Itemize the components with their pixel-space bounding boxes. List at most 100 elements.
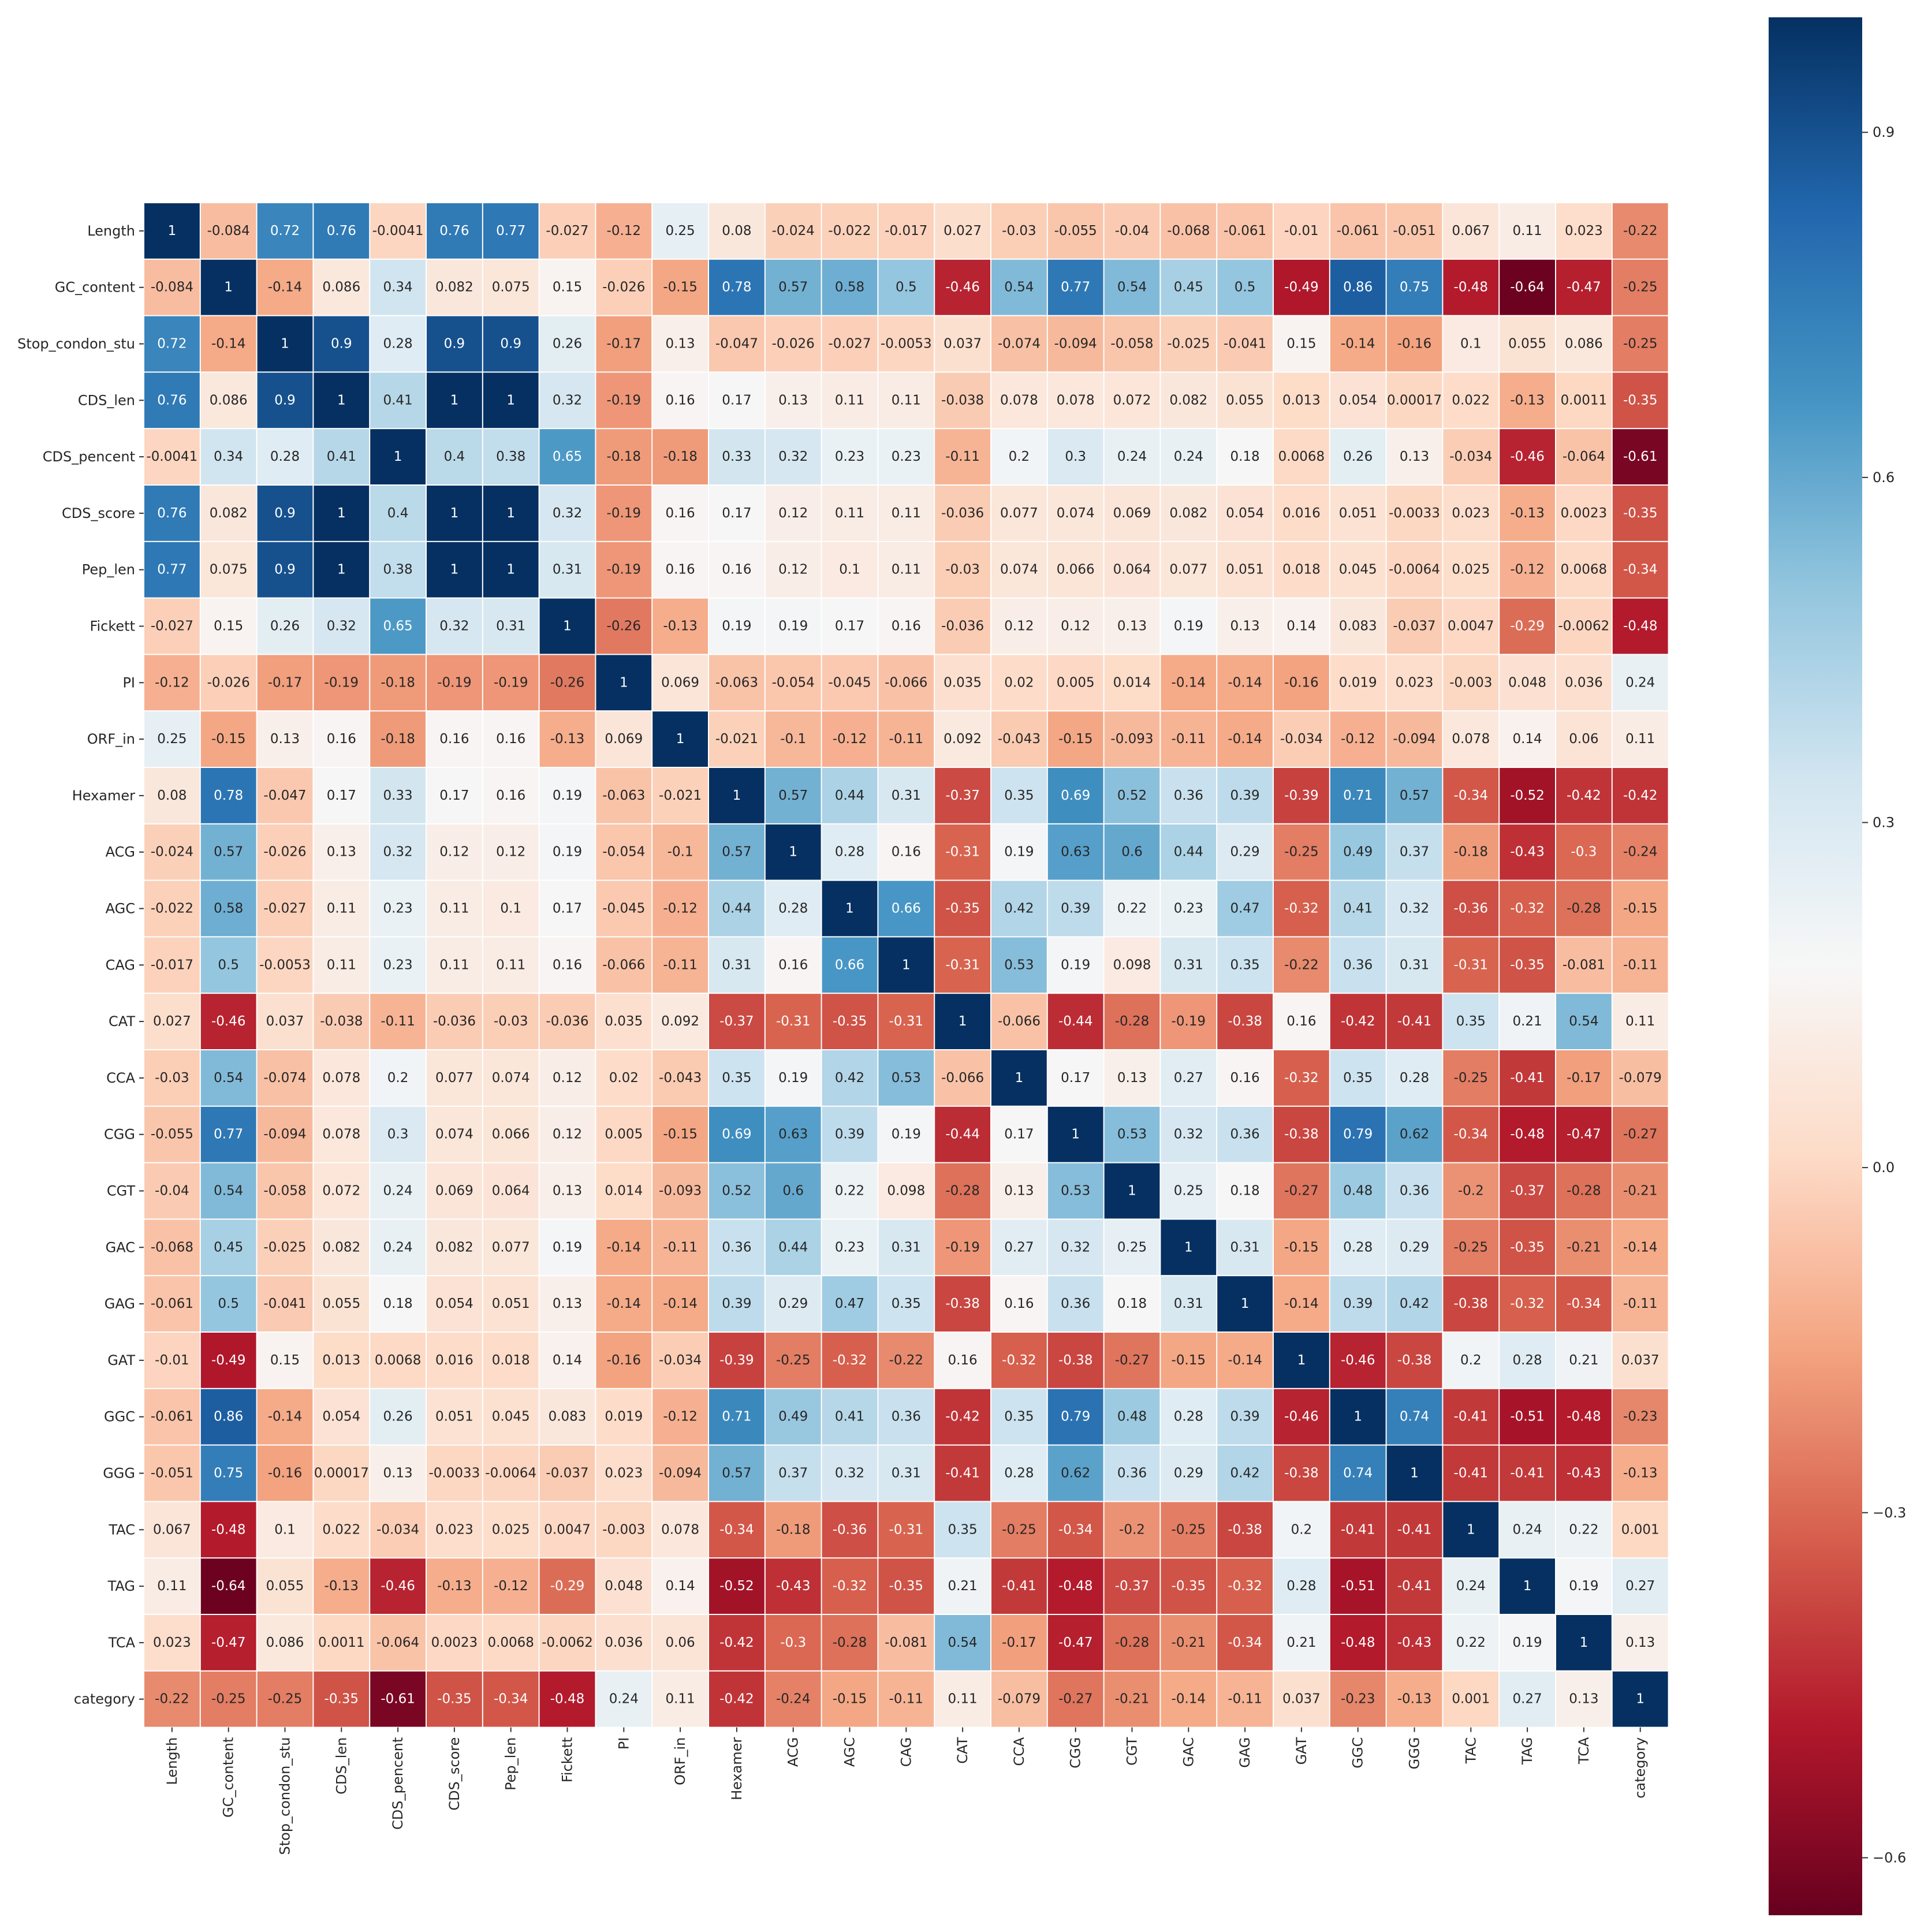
cell-fickett-pi bbox=[596, 598, 652, 654]
cell-tca-ggc-value: -0.48 bbox=[1341, 1635, 1375, 1650]
cell-acg-gc-content-value: 0.57 bbox=[214, 845, 243, 860]
cell-cat-hexamer-value: -0.37 bbox=[719, 1014, 754, 1029]
cell-gc-content-gag-value: 0.5 bbox=[1235, 280, 1256, 295]
cell-ggc-category-value: -0.23 bbox=[1623, 1409, 1658, 1424]
cell-cca-tag-value: -0.41 bbox=[1510, 1071, 1545, 1086]
cell-fickett-cds-score bbox=[427, 598, 482, 654]
cell-ggg-tca bbox=[1556, 1445, 1612, 1501]
x-label-tag: TAG bbox=[1519, 1737, 1535, 1765]
cell-cds-len-cds-pencent-value: 0.41 bbox=[383, 393, 412, 408]
cell-pi-cgg-value: 0.005 bbox=[1057, 675, 1095, 690]
cell-length-tca-value: 0.023 bbox=[1565, 223, 1603, 238]
cell-cat-cgt-value: -0.28 bbox=[1115, 1014, 1150, 1029]
cell-gag-cgg-value: 0.36 bbox=[1061, 1296, 1090, 1311]
cell-agc-cca bbox=[991, 881, 1047, 937]
cell-cds-pencent-cgg-value: 0.3 bbox=[1065, 449, 1086, 464]
cell-gag-hexamer-value: 0.39 bbox=[722, 1296, 751, 1311]
y-label-cds-len: CDS_len bbox=[78, 392, 135, 408]
cell-cds-len-hexamer bbox=[709, 372, 765, 428]
cell-ggg-cds-pencent bbox=[370, 1445, 426, 1501]
cell-cds-score-cds-score-value: 1 bbox=[450, 506, 459, 521]
cell-stop-condon-stu-gac-value: -0.025 bbox=[1167, 337, 1210, 352]
cell-category-length bbox=[144, 1671, 200, 1727]
cell-cgg-ggc bbox=[1330, 1106, 1386, 1162]
cell-pi-tac-value: -0.003 bbox=[1449, 675, 1492, 690]
cell-stop-condon-stu-ggg bbox=[1386, 316, 1442, 372]
cell-hexamer-hexamer-value: 1 bbox=[733, 788, 741, 803]
cell-ggc-stop-condon-stu bbox=[257, 1389, 313, 1445]
cell-tac-tca-value: 0.22 bbox=[1569, 1522, 1598, 1537]
cell-cds-len-gc-content-value: 0.086 bbox=[210, 393, 248, 408]
cell-cag-cds-score bbox=[427, 937, 482, 993]
cell-stop-condon-stu-ggc bbox=[1330, 316, 1386, 372]
cell-ggc-cgt bbox=[1104, 1389, 1160, 1445]
cell-tag-tag bbox=[1500, 1558, 1555, 1614]
cell-fickett-cds-score-value: 0.32 bbox=[439, 619, 469, 634]
cell-agc-cgg-value: 0.39 bbox=[1061, 901, 1090, 916]
cell-ggc-cat bbox=[935, 1389, 990, 1445]
cell-gac-pi-value: -0.14 bbox=[607, 1240, 642, 1255]
cell-ggc-gat bbox=[1274, 1389, 1329, 1445]
cell-hexamer-fickett bbox=[539, 768, 595, 823]
cell-agc-stop-condon-stu-value: -0.027 bbox=[263, 901, 306, 916]
cell-cca-cgg-value: 0.17 bbox=[1061, 1071, 1090, 1086]
cell-cds-len-tca-value: 0.0011 bbox=[1561, 393, 1607, 408]
cell-length-category bbox=[1612, 203, 1668, 259]
cell-acg-cca-value: 0.19 bbox=[1004, 845, 1034, 860]
cell-gc-content-tca bbox=[1556, 259, 1612, 315]
cell-agc-cds-score bbox=[427, 881, 482, 937]
y-label-acg: ACG bbox=[106, 844, 135, 860]
cell-cag-tca bbox=[1556, 937, 1612, 993]
cell-cds-len-gat bbox=[1274, 372, 1329, 428]
cell-cag-ggc-value: 0.36 bbox=[1343, 957, 1373, 972]
cell-cds-len-length-value: 0.76 bbox=[157, 393, 187, 408]
cell-cds-len-cgg-value: 0.078 bbox=[1057, 393, 1095, 408]
cell-gc-content-cat-value: -0.46 bbox=[945, 280, 980, 295]
cell-cds-pencent-gac-value: 0.24 bbox=[1174, 449, 1203, 464]
cell-tca-ggg bbox=[1386, 1615, 1442, 1670]
cell-cgt-tag bbox=[1500, 1163, 1555, 1219]
cell-tca-gat-value: 0.21 bbox=[1286, 1635, 1316, 1650]
cell-pi-cds-len-value: -0.19 bbox=[325, 675, 359, 690]
cell-gac-cat-value: -0.19 bbox=[945, 1240, 980, 1255]
cell-orf-in-pi-value: 0.069 bbox=[605, 732, 643, 747]
cell-ggg-gag-value: 0.42 bbox=[1230, 1466, 1259, 1481]
cell-ggc-gag bbox=[1217, 1389, 1273, 1445]
cell-tca-hexamer bbox=[709, 1615, 765, 1670]
cell-category-fickett-value: -0.48 bbox=[550, 1692, 585, 1707]
cell-pi-acg-value: -0.054 bbox=[772, 675, 815, 690]
cell-gc-content-cca-value: 0.54 bbox=[1004, 280, 1034, 295]
cell-tac-cgt-value: -0.2 bbox=[1119, 1522, 1145, 1537]
cell-tac-length-value: 0.067 bbox=[153, 1522, 191, 1537]
cell-pep-len-ggc-value: 0.045 bbox=[1339, 562, 1377, 577]
cell-hexamer-tca-value: -0.42 bbox=[1567, 788, 1601, 803]
cell-stop-condon-stu-cat-value: 0.037 bbox=[944, 337, 982, 352]
y-label-pi: PI bbox=[122, 674, 135, 691]
cell-cat-stop-condon-stu bbox=[257, 994, 313, 1049]
cell-agc-cgt-value: 0.22 bbox=[1117, 901, 1147, 916]
cell-cca-cds-len bbox=[314, 1050, 370, 1106]
cell-cds-pencent-pi bbox=[596, 429, 652, 484]
cell-gag-cgt-value: 0.18 bbox=[1117, 1296, 1147, 1311]
colorbar-tick-label: 0.3 bbox=[1873, 814, 1895, 830]
cell-cds-len-cds-len-value: 1 bbox=[337, 393, 346, 408]
cell-cag-stop-condon-stu bbox=[257, 937, 313, 993]
cell-orf-in-tca-value: 0.06 bbox=[1569, 732, 1598, 747]
cell-gat-acg bbox=[765, 1333, 821, 1388]
x-label-gat: GAT bbox=[1293, 1737, 1310, 1765]
cell-fickett-tac-value: 0.0047 bbox=[1448, 619, 1494, 634]
cell-pep-len-cca-value: 0.074 bbox=[1000, 562, 1038, 577]
cell-agc-fickett-value: 0.17 bbox=[553, 901, 582, 916]
cell-ggg-acg bbox=[765, 1445, 821, 1501]
cell-category-gat-value: 0.037 bbox=[1282, 1692, 1321, 1707]
y-label-agc: AGC bbox=[106, 901, 135, 917]
cell-ggg-cds-score bbox=[427, 1445, 482, 1501]
cell-tac-cag bbox=[878, 1502, 934, 1558]
x-label-gag: GAG bbox=[1237, 1737, 1253, 1768]
cell-cgg-stop-condon-stu bbox=[257, 1106, 313, 1162]
cell-cca-cat-value: -0.066 bbox=[941, 1071, 984, 1086]
cell-cgt-agc bbox=[822, 1163, 878, 1219]
cell-cag-cds-pencent-value: 0.23 bbox=[383, 957, 412, 972]
cell-cds-score-agc-value: 0.11 bbox=[835, 506, 864, 521]
cell-hexamer-cds-pencent-value: 0.33 bbox=[383, 788, 412, 803]
